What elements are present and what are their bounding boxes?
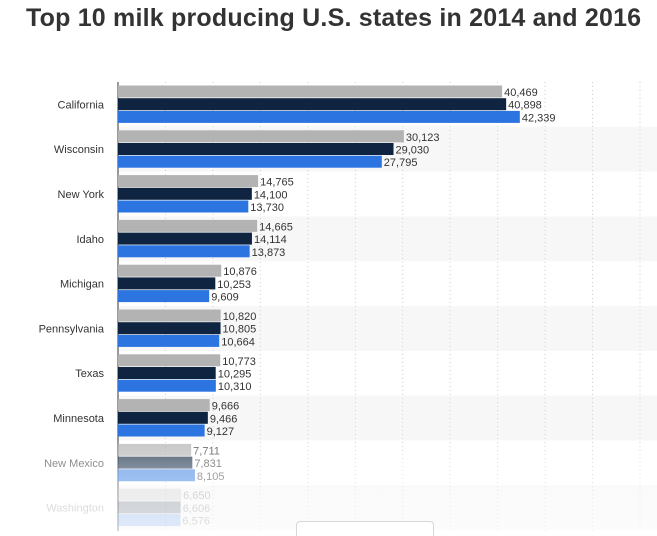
data-label: 10,876 [223,266,257,278]
bar [118,110,520,123]
bar [118,219,258,232]
bar [118,322,221,335]
data-label: 10,820 [223,311,257,323]
data-label: 42,339 [522,112,556,124]
data-label: 14,665 [259,221,293,233]
data-label: 14,100 [254,189,288,201]
bar [118,469,195,482]
category-label: Minnesota [53,413,105,425]
category-label: New York [58,189,105,201]
bar [118,85,503,98]
bar [118,309,221,322]
bar [118,290,210,303]
data-label: 6,606 [183,503,211,515]
data-label: 9,666 [212,401,240,413]
bar [118,98,507,111]
bar [118,187,252,200]
category-label: Washington [46,503,104,515]
chart-title: Top 10 milk producing U.S. states in 201… [26,4,642,32]
data-label: 10,773 [222,356,256,368]
data-label: 40,898 [508,100,542,112]
data-label: 13,730 [250,202,284,214]
bar [118,277,216,290]
data-label: 9,466 [210,413,238,425]
bar [118,379,216,392]
bar [118,411,208,424]
bar [118,514,181,527]
data-label: 14,765 [260,177,294,189]
data-label: 27,795 [384,157,418,169]
bar [118,130,404,143]
category-label: California [58,99,105,111]
data-label: 14,114 [254,234,287,246]
data-label: 13,873 [252,247,286,259]
bar [118,443,192,456]
data-label: 8,105 [197,471,225,483]
bar [118,456,193,469]
data-label: 6,650 [183,490,211,502]
data-label: 10,310 [218,381,252,393]
data-label: 29,030 [396,145,430,157]
bar [118,399,210,412]
data-label: 10,295 [218,369,252,381]
data-label: 7,711 [193,445,220,457]
data-label: 10,664 [221,336,255,348]
data-label: 6,576 [182,516,210,528]
bar [118,264,222,277]
category-label: Wisconsin [54,144,104,156]
scroll-indicator[interactable] [296,521,434,536]
data-label: 7,831 [194,458,222,470]
bar [118,354,221,367]
bar [118,200,249,213]
data-label: 9,609 [211,292,239,304]
bar [118,424,205,437]
category-label: New Mexico [44,458,104,470]
bar [118,367,216,379]
bar [118,155,382,168]
category-label: Pennsylvania [39,323,105,335]
data-label: 40,469 [504,87,538,99]
bar [118,245,250,258]
bar [118,143,394,155]
bar [118,334,220,347]
bar [118,232,252,245]
category-label: Idaho [76,234,104,246]
category-label: Texas [75,368,104,380]
data-label: 9,127 [207,426,235,438]
bar [118,501,181,514]
bar [118,175,259,188]
category-label: Michigan [60,279,104,291]
data-label: 30,123 [406,132,440,144]
data-label: 10,253 [217,279,251,291]
bar [118,488,182,501]
data-label: 10,805 [223,324,257,336]
